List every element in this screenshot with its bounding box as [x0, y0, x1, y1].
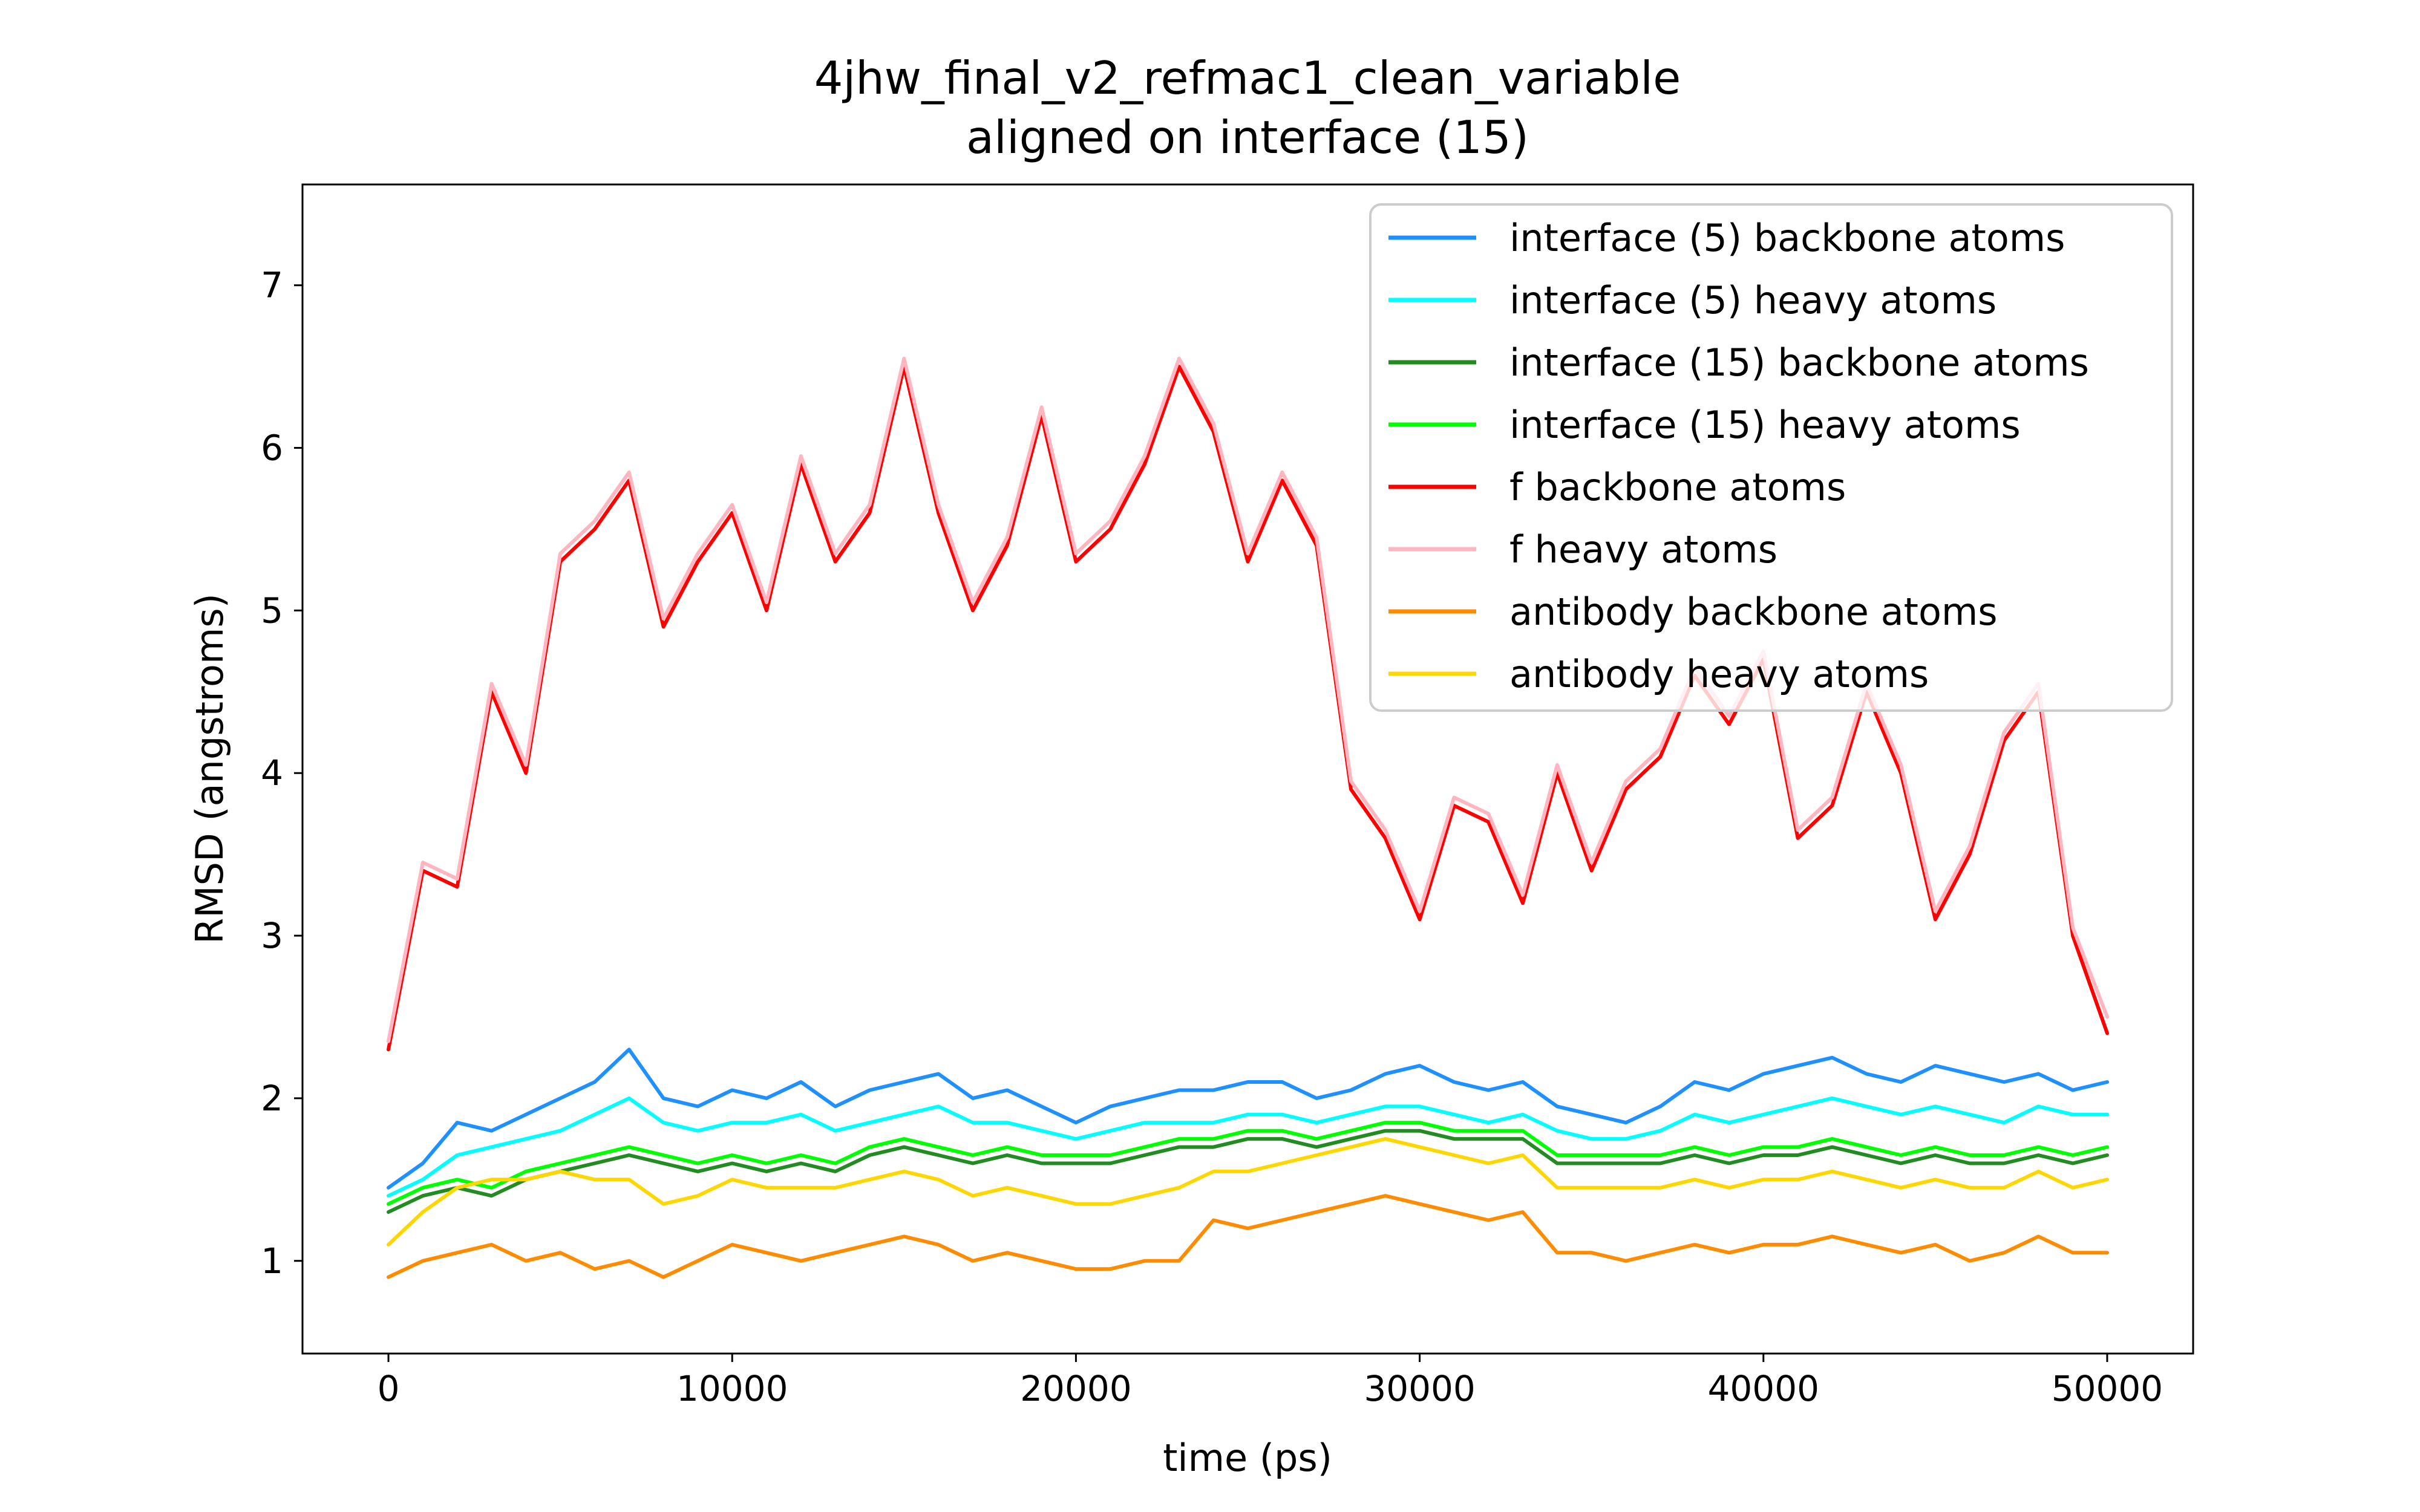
legend-label-f-heavy-atoms: f heavy atoms [1509, 527, 1777, 572]
legend-label-interface-5-heavy-atoms: interface (5) heavy atoms [1509, 278, 1996, 322]
x-tick-label: 0 [378, 1368, 400, 1409]
legend-label-antibody-backbone-atoms: antibody backbone atoms [1509, 590, 1998, 634]
plot-area-frame [301, 183, 2194, 1355]
y-tick-label: 4 [261, 752, 283, 793]
x-tick-label: 20000 [1020, 1368, 1132, 1409]
x-tick-label: 30000 [1364, 1368, 1476, 1409]
y-tick-label: 7 [261, 265, 283, 306]
x-axis-label: time (ps) [1163, 1436, 1332, 1480]
chart-subtitle: aligned on interface (15) [966, 111, 1529, 164]
chart-title: 4jhw_final_v2_refmac1_clean_variable [814, 51, 1681, 105]
x-tick-label: 40000 [1708, 1368, 1820, 1409]
series-line-antibody-heavy-atoms [387, 1137, 2109, 1246]
legend-label-antibody-heavy-atoms: antibody heavy atoms [1509, 652, 1929, 696]
series-line-interface-5-backbone-atoms [387, 1048, 2109, 1190]
legend-label-interface-15-heavy-atoms: interface (15) heavy atoms [1509, 403, 2021, 447]
series-line-antibody-backbone-atoms [387, 1194, 2109, 1279]
series-line-interface-15-backbone-atoms [387, 1129, 2109, 1214]
y-axis-label: RMSD (angstroms) [188, 593, 232, 944]
legend-box [1369, 203, 2173, 712]
y-tick-label: 5 [261, 590, 283, 631]
legend: interface (5) backbone atoms interface (5… [1369, 203, 2173, 712]
legend-label-f-backbone-atoms: f backbone atoms [1509, 465, 1846, 509]
y-tick-label: 2 [261, 1078, 283, 1119]
legend-label-interface-15-backbone-atoms: interface (15) backbone atoms [1509, 341, 2089, 385]
x-tick-label: 50000 [2052, 1368, 2163, 1409]
x-axis-ticks: 0 10000 20000 30000 40000 50000 [378, 1354, 2163, 1409]
series-line-interface-5-heavy-atoms [387, 1096, 2109, 1198]
series-line-f-backbone-atoms [387, 365, 2109, 1052]
y-tick-label: 1 [261, 1240, 283, 1282]
series-line-interface-15-heavy-atoms [387, 1121, 2109, 1206]
plot-lines [387, 356, 2109, 1279]
y-tick-label: 3 [261, 915, 283, 956]
x-tick-label: 10000 [676, 1368, 788, 1409]
legend-label-interface-5-backbone-atoms: interface (5) backbone atoms [1509, 216, 2065, 260]
y-axis-ticks: 1 2 3 4 5 6 7 [261, 265, 302, 1282]
series-line-f-heavy-atoms [387, 356, 2109, 1043]
y-tick-label: 6 [261, 428, 283, 469]
